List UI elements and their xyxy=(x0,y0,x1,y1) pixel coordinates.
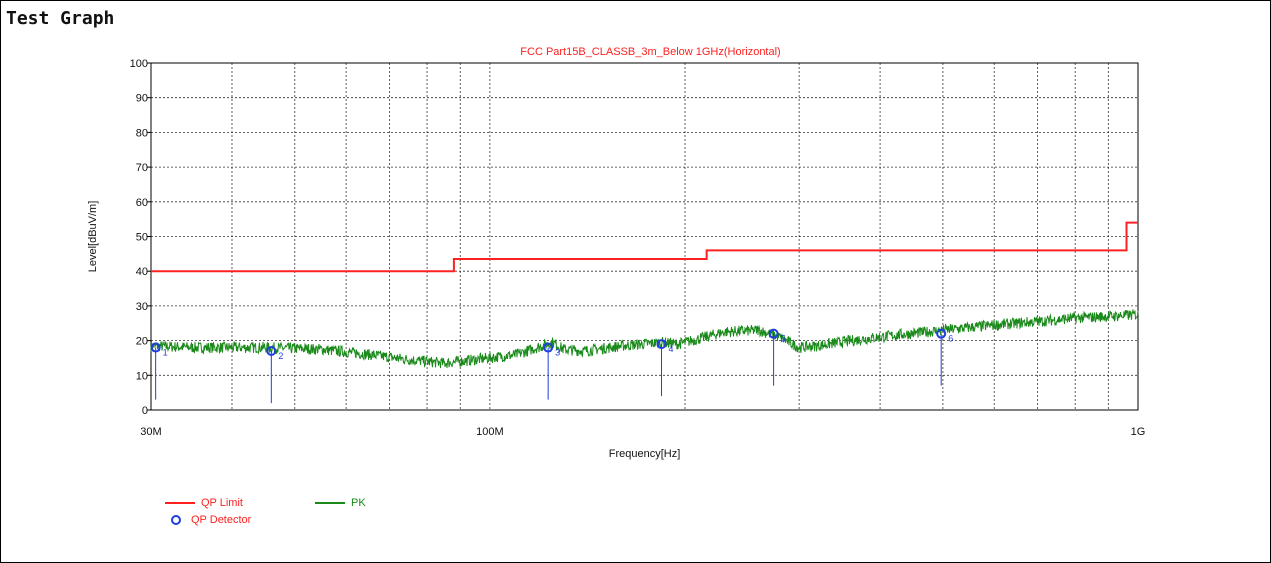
qp-limit-line xyxy=(151,221,1138,273)
x-tick-label: 30M xyxy=(140,426,161,438)
y-tick-label: 60 xyxy=(136,197,148,209)
legend-label-qp-detector: QP Detector xyxy=(191,514,252,526)
legend-item-pk: PK xyxy=(315,497,366,509)
legend-item-qp-detector: QP Detector xyxy=(165,514,251,526)
pk-trace xyxy=(150,309,1139,369)
qp-detector-marker xyxy=(936,328,947,339)
x-tick-label: 1G xyxy=(1131,426,1146,438)
y-tick-label: 70 xyxy=(136,162,148,174)
qp-detector-marker xyxy=(266,346,277,357)
qp-detector-marker xyxy=(656,339,667,350)
qp-detector-marker xyxy=(150,342,161,353)
y-tick-label: 30 xyxy=(136,301,148,313)
legend-label-qp-limit: QP Limit xyxy=(201,497,243,509)
qp-limit-swatch xyxy=(165,502,195,504)
y-axis: 0 10 20 30 40 50 60 70 80 90 100 xyxy=(130,58,151,417)
y-tick-label: 40 xyxy=(136,266,148,278)
qp-detector-marker xyxy=(543,342,554,353)
x-axis-label: Frequency[Hz] xyxy=(609,448,681,460)
qp-detector-marker xyxy=(768,328,779,339)
y-tick-label: 20 xyxy=(136,336,148,348)
y-tick-label: 0 xyxy=(142,405,148,417)
qp-detector-label: 1 xyxy=(163,348,168,358)
chart-title: FCC Part15B_CLASSB_3m_Below 1GHz(Horizon… xyxy=(520,46,781,58)
qp-detector-label: 5 xyxy=(781,334,786,344)
x-tick-label: 100M xyxy=(476,426,504,438)
y-tick-label: 100 xyxy=(130,58,148,70)
y-tick-label: 90 xyxy=(136,93,148,105)
y-tick-label: 80 xyxy=(136,127,148,139)
qp-detector-label: 6 xyxy=(948,334,953,344)
grid xyxy=(150,62,1139,411)
qp-detector-label: 2 xyxy=(278,351,283,361)
qp-detector-marker-icon xyxy=(171,515,181,525)
y-tick-label: 50 xyxy=(136,232,148,244)
legend-item-qp-limit: QP Limit xyxy=(165,497,243,509)
qp-detector-label: 4 xyxy=(669,344,674,354)
series: 1 2 3 4 5 6 xyxy=(150,221,1139,404)
x-axis: 30M 100M 1G xyxy=(140,426,1145,438)
y-axis-label: Level[dBuV/m] xyxy=(87,201,99,273)
y-tick-label: 10 xyxy=(136,370,148,382)
legend-label-pk: PK xyxy=(351,497,366,509)
panel-title: Test Graph xyxy=(6,8,115,29)
pk-swatch xyxy=(315,502,345,504)
qp-detector-label: 3 xyxy=(555,348,560,358)
